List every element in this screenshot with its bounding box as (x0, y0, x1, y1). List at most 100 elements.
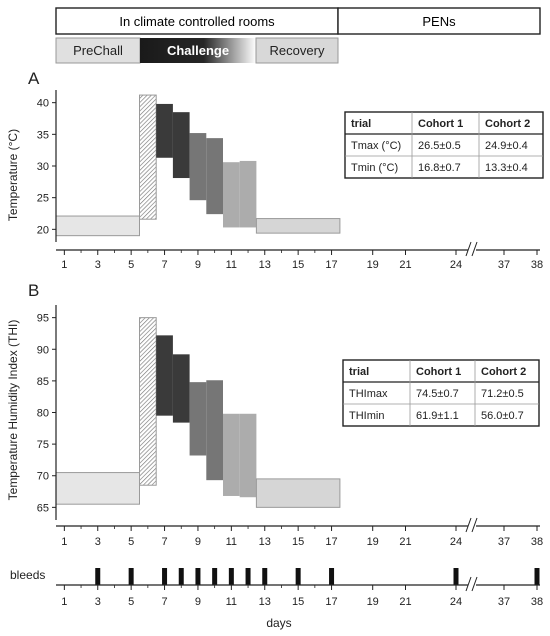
y-tick-label: 70 (37, 471, 49, 483)
x-tick-label: 5 (128, 596, 134, 608)
range-bar-0 (55, 472, 140, 505)
table-frame (344, 111, 544, 179)
x-tick-label: 13 (259, 536, 271, 548)
range-bar-2 (156, 103, 173, 158)
x-tick-label: 15 (292, 536, 304, 548)
bleed-mark (162, 568, 168, 585)
x-tick-label: 7 (161, 596, 167, 608)
table-header-cell: Cohort 2 (481, 366, 526, 378)
y-axis-title-a: Temperature (°C) (6, 129, 20, 221)
x-tick-label: 1 (61, 596, 67, 608)
bleed-mark (128, 568, 134, 585)
range-bar-4 (189, 382, 207, 456)
range-bar-8 (255, 218, 341, 234)
x-tick-label: 11 (226, 596, 237, 608)
x-tick-label: 15 (292, 596, 304, 608)
x-tick-label: 3 (95, 596, 101, 608)
x-tick-label: 37 (498, 536, 510, 548)
y-tick-label: 75 (37, 439, 49, 451)
table-header-cell: trial (351, 118, 371, 130)
phase-label-prechall: PreChall (73, 43, 123, 58)
range-bar-8 (255, 478, 341, 508)
x-tick-label: 15 (292, 259, 304, 271)
range-bar-1 (139, 94, 157, 220)
table-header-cell: trial (349, 366, 369, 378)
y-tick-label: 30 (37, 161, 49, 173)
x-tick-label: 38 (531, 259, 543, 271)
y-tick-label: 80 (37, 408, 49, 420)
location-box-pens (337, 7, 541, 35)
bleed-marks (95, 568, 540, 585)
range-bar-0 (55, 215, 140, 237)
bleeds-strip: bleeds 1 3 5 7 9 11 13 15 17 19 21 24 37 38 (10, 568, 543, 608)
x-tick-label: 19 (367, 259, 379, 271)
x-tick-label: 9 (195, 536, 201, 548)
bleed-mark (453, 568, 459, 585)
axis-break-gap (468, 518, 476, 532)
location-box-rooms (55, 7, 339, 35)
range-bar-5 (206, 380, 223, 481)
table-cell: 71.2±0.5 (481, 388, 524, 400)
x-axis-bleeds: 1 3 5 7 9 11 13 15 17 19 21 24 37 38 (56, 576, 543, 608)
x-tick-label: 11 (226, 536, 237, 548)
bleed-mark (195, 568, 201, 585)
stats-table-a: trial Tmax (°C) Tmin (°C) Cohort 1 26.5±0.5 1… (344, 111, 544, 179)
table-cell: 26.5±0.5 (418, 140, 461, 152)
y-tick-label: 95 (37, 313, 49, 325)
panel-b: B Temperature Humidity Index (THI) 65 70 7… (6, 281, 543, 548)
table-cell: 61.9±1.1 (416, 410, 459, 422)
bleed-mark (95, 568, 101, 585)
phase-box-recovery (255, 37, 339, 64)
table-header-cell: Cohort 2 (485, 118, 530, 130)
bleed-mark (228, 568, 234, 585)
phase-label-recovery: Recovery (270, 43, 325, 58)
axis-break-gap (468, 577, 476, 591)
range-bar-3 (172, 112, 190, 179)
x-tick-label: 19 (367, 596, 379, 608)
axis-break-slash (471, 517, 478, 533)
x-tick-label: 1 (61, 536, 67, 548)
bleed-mark (534, 568, 540, 585)
y-axis-title-b: Temperature Humidity Index (THI) (6, 320, 20, 501)
x-tick-label: 11 (226, 259, 237, 271)
x-axis-b: 1 3 5 7 9 11 13 15 17 19 21 24 37 38 (56, 517, 543, 548)
panel-letter-a: A (28, 69, 40, 88)
x-tick-label: 1 (61, 259, 67, 271)
table-header-cell: Cohort 1 (418, 118, 463, 130)
stats-table-b: trial THImax THImin Cohort 1 74.5±0.7 61.9±1.… (342, 359, 540, 427)
bars-b (55, 317, 341, 508)
table-cell: THImin (349, 410, 384, 422)
x-tick-label: 9 (195, 259, 201, 271)
x-tick-label: 37 (498, 259, 510, 271)
axis-break-gap (468, 242, 476, 256)
axis-break-slash (471, 576, 478, 592)
axis-break-slash (465, 241, 472, 257)
x-tick-label: 21 (399, 259, 411, 271)
table-cell: THImax (349, 388, 388, 400)
range-bar-1 (139, 317, 157, 486)
table-cell: Tmax (°C) (351, 140, 401, 152)
x-tick-label: 37 (498, 596, 510, 608)
range-bar-3 (172, 354, 190, 423)
y-axis-b: 65 70 75 80 85 90 95 (37, 305, 57, 520)
location-label-pens: PENs (422, 14, 456, 29)
table-cell: 56.0±0.7 (481, 410, 524, 422)
bleed-mark (178, 568, 184, 585)
x-tick-label: 3 (95, 536, 101, 548)
bleed-mark (295, 568, 301, 585)
bars-a (55, 94, 341, 237)
y-tick-label: 40 (37, 98, 49, 110)
table-cell: 24.9±0.4 (485, 140, 528, 152)
y-tick-label: 90 (37, 344, 49, 356)
panel-letter-b: B (28, 281, 39, 300)
x-tick-label: 17 (325, 259, 337, 271)
x-tick-label: 38 (531, 536, 543, 548)
location-header: In climate controlled rooms PENs (55, 7, 541, 35)
axis-break-slash (471, 241, 478, 257)
phase-label-challenge: Challenge (167, 43, 229, 58)
table-header-cell: Cohort 1 (416, 366, 461, 378)
y-tick-label: 85 (37, 376, 49, 388)
x-tick-label: 24 (450, 536, 462, 548)
x-axis-title-days: days (266, 616, 291, 630)
